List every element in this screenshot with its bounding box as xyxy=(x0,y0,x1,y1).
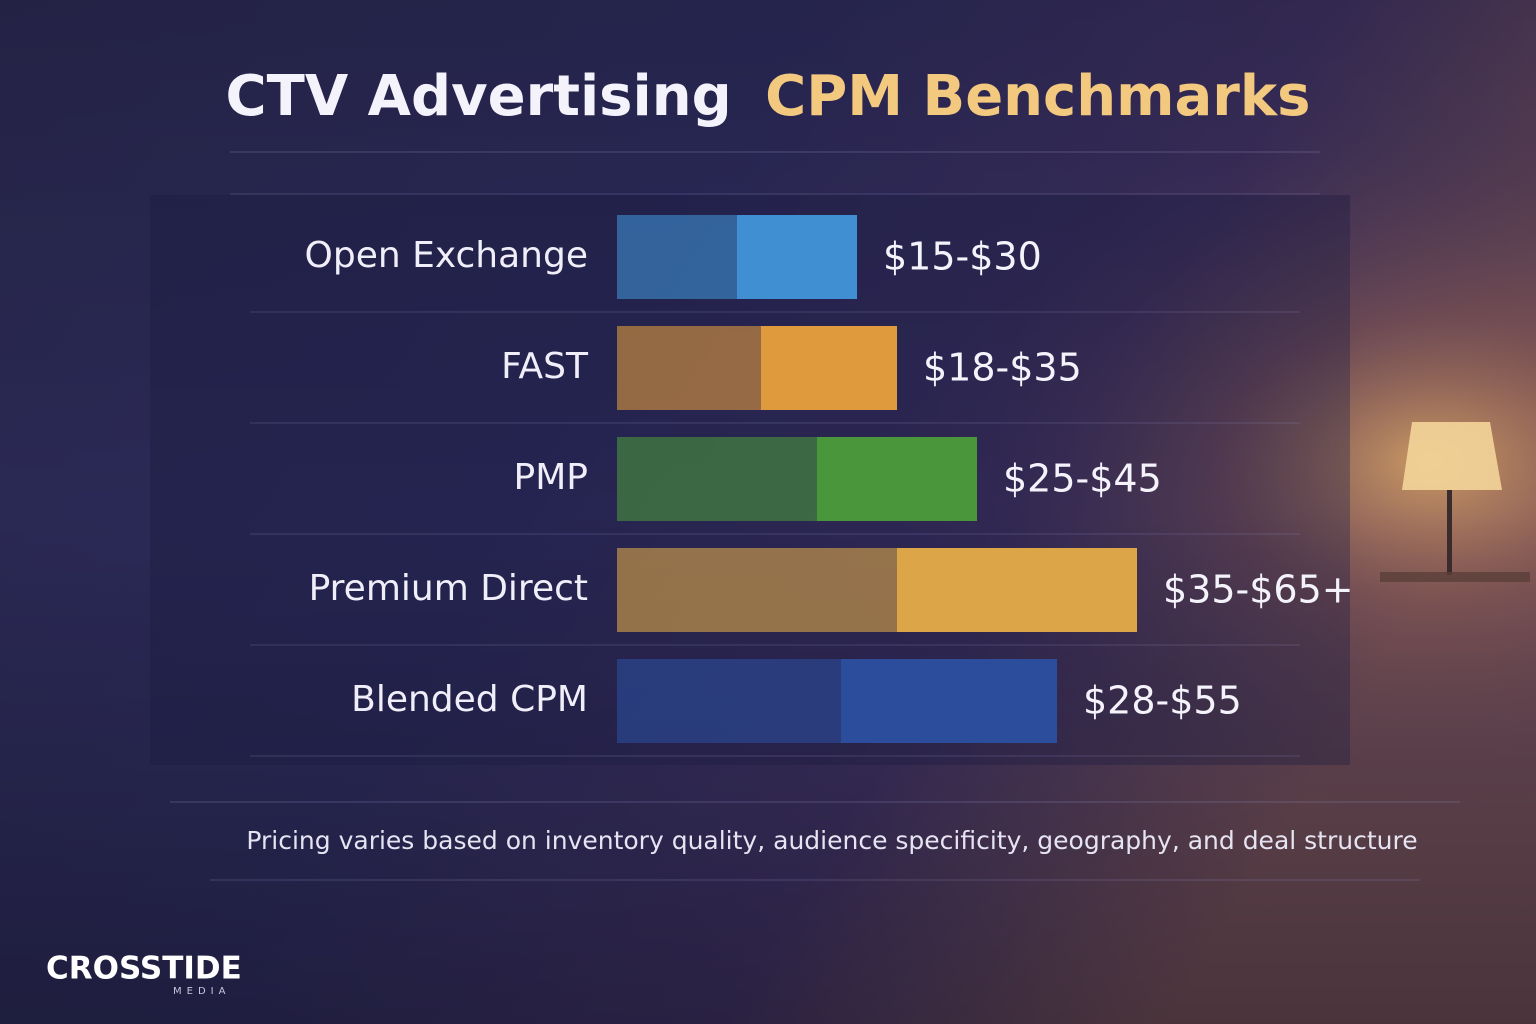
value-label: $35-$65+ xyxy=(1163,568,1354,612)
logo-name: CROSSTIDE xyxy=(46,951,242,987)
logo-tagline: MEDIA xyxy=(173,986,230,997)
title-main: CTV Advertising xyxy=(226,64,732,129)
category-label: Blended CPM xyxy=(351,679,588,720)
chart-title: CTV Advertising CPM Benchmarks xyxy=(226,64,1311,129)
footnote: Pricing varies based on inventory qualit… xyxy=(246,826,1417,855)
category-label: PMP xyxy=(514,457,588,498)
bar-range xyxy=(817,437,977,521)
bar-range xyxy=(897,548,1137,632)
bar-range xyxy=(761,326,897,410)
title-highlight: CPM Benchmarks xyxy=(765,64,1310,129)
bar-base xyxy=(617,437,817,521)
lamp xyxy=(1380,422,1530,582)
bar-base xyxy=(617,659,841,743)
bar-base xyxy=(617,326,761,410)
category-label: FAST xyxy=(501,346,589,387)
category-label: Open Exchange xyxy=(305,235,589,276)
bar-range xyxy=(737,215,857,299)
category-label: Premium Direct xyxy=(309,568,588,609)
bars: Open Exchange $15-$30 FAST $18-$35 PMP $25-$4… xyxy=(250,215,1354,757)
value-label: $28-$55 xyxy=(1083,679,1242,723)
bar-base xyxy=(617,548,897,632)
value-label: $15-$30 xyxy=(883,235,1042,279)
value-label: $18-$35 xyxy=(923,346,1082,390)
bar-range xyxy=(841,659,1057,743)
bar-base xyxy=(617,215,737,299)
value-label: $25-$45 xyxy=(1003,457,1162,501)
